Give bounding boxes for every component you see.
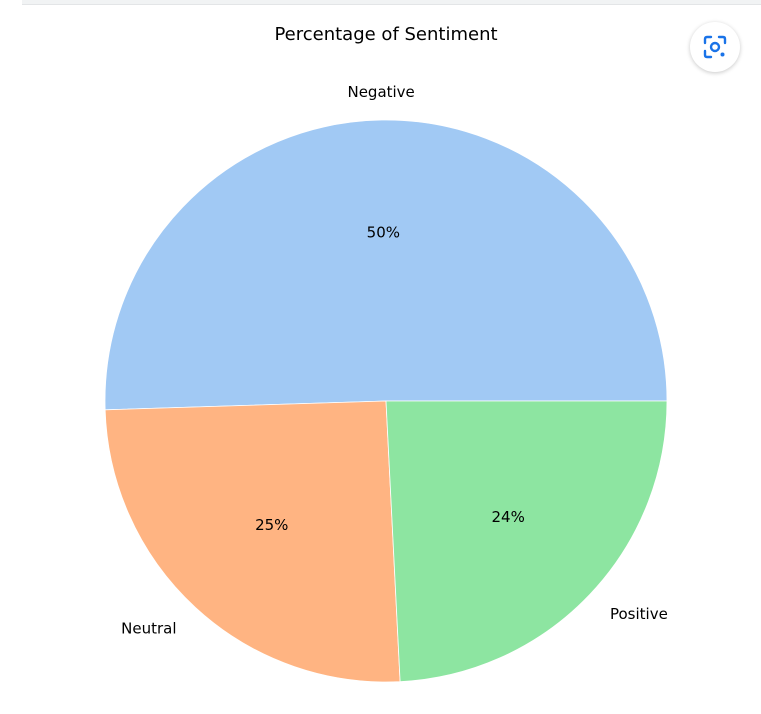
pie-slice-neutral [104,400,401,683]
google-lens-button[interactable] [690,22,740,72]
pie-category-label-neutral: Neutral [121,619,176,637]
pie-slice-negative [104,119,668,411]
pie-slices [104,119,668,683]
pie-pct-label-negative: 50% [367,223,400,241]
top-divider [22,0,761,5]
pie-slice-positive [385,400,668,683]
pie-labels: 50% Negative 25% Neutral 24% Positive [121,83,668,637]
pie-pct-label-neutral: 25% [255,516,288,534]
pie-category-label-positive: Positive [610,605,668,623]
google-lens-icon [703,35,727,59]
chart-title: Percentage of Sentiment [274,24,497,45]
pie-category-label-negative: Negative [347,83,414,101]
pie-pct-label-positive: 24% [492,508,525,526]
